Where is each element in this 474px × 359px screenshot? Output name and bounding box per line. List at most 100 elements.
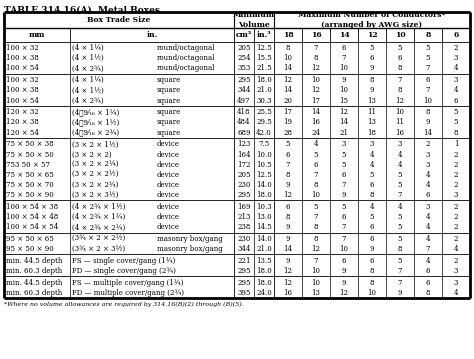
Text: device: device [157, 161, 180, 169]
Text: 10: 10 [311, 279, 320, 287]
Text: 7: 7 [398, 267, 402, 275]
Text: device: device [157, 224, 180, 232]
Text: device: device [157, 213, 180, 221]
Text: 6: 6 [342, 171, 346, 179]
Text: 17: 17 [283, 108, 292, 116]
Text: (3¾ × 2 × 3½): (3¾ × 2 × 3½) [72, 246, 125, 253]
Text: 484: 484 [237, 118, 251, 126]
Text: 14.5: 14.5 [256, 224, 272, 232]
Text: 2: 2 [454, 150, 458, 159]
Text: 9: 9 [286, 181, 290, 189]
Text: 9: 9 [342, 267, 346, 275]
Text: 16: 16 [310, 31, 321, 39]
Text: 21: 21 [339, 129, 348, 137]
Text: 10: 10 [283, 54, 292, 62]
Text: 30.3: 30.3 [256, 97, 272, 104]
Text: 8: 8 [398, 246, 402, 253]
Text: 21.0: 21.0 [256, 246, 272, 253]
Text: 14.0: 14.0 [256, 181, 272, 189]
Text: 8: 8 [314, 181, 318, 189]
Text: 10: 10 [339, 246, 348, 253]
Text: 12: 12 [311, 87, 320, 94]
Text: Box Trade Size: Box Trade Size [87, 16, 151, 24]
Text: 8: 8 [426, 108, 430, 116]
Text: 14: 14 [423, 129, 432, 137]
Text: 5: 5 [286, 140, 290, 148]
Text: 6: 6 [454, 97, 458, 104]
Text: 6: 6 [342, 257, 346, 265]
Text: 19: 19 [283, 118, 292, 126]
Text: 9: 9 [398, 289, 402, 297]
Text: 3: 3 [342, 140, 346, 148]
Text: 7: 7 [426, 87, 430, 94]
Text: 12: 12 [283, 191, 292, 199]
Text: 9: 9 [286, 257, 290, 265]
Text: 14: 14 [311, 108, 320, 116]
Text: 16: 16 [395, 129, 404, 137]
Text: (3 × 2 × 1½): (3 × 2 × 1½) [72, 140, 118, 148]
Text: 5: 5 [314, 203, 318, 211]
Text: 238: 238 [237, 224, 251, 232]
Text: 8: 8 [425, 31, 430, 39]
Text: 395: 395 [237, 289, 251, 297]
Text: 17: 17 [311, 97, 320, 104]
Text: 4: 4 [426, 181, 430, 189]
Text: 4: 4 [426, 171, 430, 179]
Text: 100 × 54: 100 × 54 [6, 65, 39, 73]
Text: 295: 295 [237, 191, 251, 199]
Text: 100 × 54 × 38: 100 × 54 × 38 [6, 203, 58, 211]
Text: 6: 6 [286, 203, 290, 211]
Text: 7.5: 7.5 [258, 140, 270, 148]
Text: 7: 7 [398, 279, 402, 287]
Text: device: device [157, 140, 180, 148]
Text: 4: 4 [314, 140, 318, 148]
Text: 75 × 50 × 50: 75 × 50 × 50 [6, 150, 54, 159]
Text: 5: 5 [398, 181, 402, 189]
Text: 123: 123 [237, 140, 251, 148]
Text: 8: 8 [398, 65, 402, 73]
Text: 14: 14 [283, 87, 292, 94]
Text: 12: 12 [283, 267, 292, 275]
Text: 10.0: 10.0 [256, 150, 272, 159]
Text: in.³: in.³ [257, 31, 271, 39]
Text: 4: 4 [454, 289, 458, 297]
Text: 9: 9 [342, 279, 346, 287]
Text: masonry box/gang: masonry box/gang [157, 235, 223, 243]
Text: 295: 295 [237, 76, 251, 84]
Text: 2: 2 [454, 161, 458, 169]
Text: 1: 1 [454, 140, 458, 148]
Text: 3: 3 [426, 150, 430, 159]
Text: 13: 13 [367, 97, 376, 104]
Text: 3: 3 [454, 54, 458, 62]
Text: 2: 2 [426, 140, 430, 148]
Text: 9: 9 [370, 246, 374, 253]
Text: 4: 4 [370, 203, 374, 211]
Text: device: device [157, 181, 180, 189]
Text: 5: 5 [426, 44, 430, 52]
Text: 6: 6 [426, 267, 430, 275]
Text: 4: 4 [426, 224, 430, 232]
Text: 21.5: 21.5 [256, 65, 272, 73]
Text: 13.5: 13.5 [256, 257, 272, 265]
Text: 10: 10 [423, 97, 432, 104]
Text: 2: 2 [454, 224, 458, 232]
Text: 20: 20 [283, 97, 292, 104]
Text: 18: 18 [367, 129, 376, 137]
Text: mm: mm [29, 31, 45, 39]
Text: 7: 7 [398, 191, 402, 199]
Text: 2: 2 [454, 213, 458, 221]
Text: 8: 8 [314, 235, 318, 243]
Text: 13: 13 [367, 118, 376, 126]
Text: square: square [157, 118, 181, 126]
Text: 11: 11 [395, 118, 404, 126]
Text: 6: 6 [426, 191, 430, 199]
Text: 2: 2 [454, 181, 458, 189]
Text: 5: 5 [398, 224, 402, 232]
Text: 9: 9 [286, 235, 290, 243]
Text: 8: 8 [286, 44, 290, 52]
Text: 4: 4 [426, 213, 430, 221]
Text: min. 44.5 depth: min. 44.5 depth [6, 257, 63, 265]
Text: 10.3: 10.3 [256, 203, 272, 211]
Text: 10: 10 [395, 31, 405, 39]
Text: min. 44.5 depth: min. 44.5 depth [6, 279, 63, 287]
